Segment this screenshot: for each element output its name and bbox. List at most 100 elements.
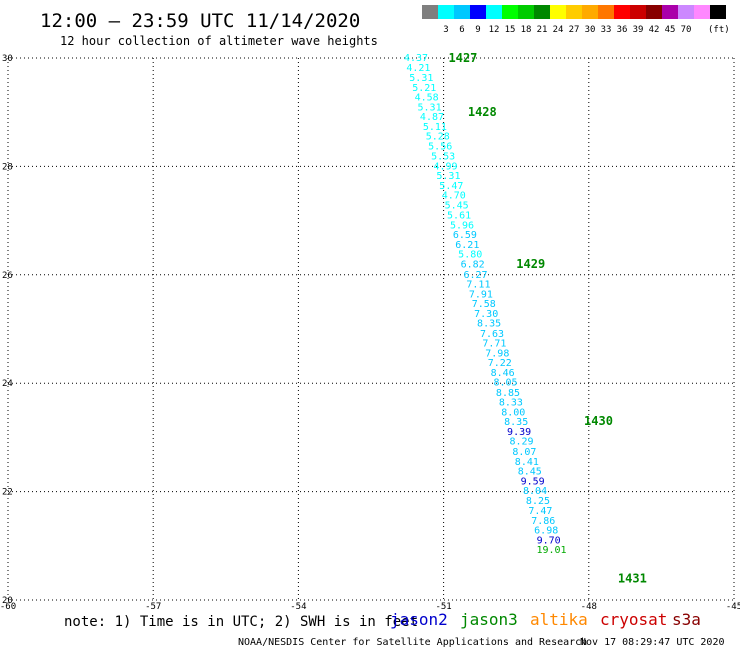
color-scale-tick: 36	[617, 25, 628, 35]
color-scale-tick: 27	[569, 25, 580, 35]
y-axis-ticks: 20 22 24 26 28 30	[2, 54, 13, 606]
swh-value-label: 8.25	[526, 496, 550, 507]
swh-value-label: 5.96	[450, 220, 474, 231]
swh-value-label: 8.35	[504, 417, 528, 428]
color-scale-tick: 9	[475, 25, 480, 35]
swh-value-label: 7.63	[480, 329, 504, 340]
y-tick-label: 20	[2, 596, 13, 606]
pass-time-label: 1429	[516, 257, 545, 271]
swh-value-label: 9.70	[537, 535, 561, 546]
pass-time-label: 1431	[618, 571, 647, 585]
swh-value-label: 8.05	[494, 378, 518, 389]
page-subtitle: 12 hour collection of altimeter wave hei…	[60, 34, 378, 48]
color-swatch	[614, 5, 630, 19]
swh-value-label: 8.29	[509, 437, 533, 448]
pass-time-label: 1427	[449, 51, 478, 65]
color-scale-tick: 33	[601, 25, 612, 35]
swh-value-label: 5.56	[428, 141, 452, 152]
swh-value-label: 8.85	[496, 388, 520, 399]
swh-value-label: 5.61	[447, 211, 471, 222]
color-swatch	[470, 5, 486, 19]
color-swatch	[582, 5, 598, 19]
x-tick-label: -57	[145, 602, 161, 612]
color-scale-unit: (ft)	[708, 25, 730, 35]
color-swatch	[502, 5, 518, 19]
swh-value-label: 4.37	[404, 53, 428, 64]
footer-note: note: 1) Time is in UTC; 2) SWH is in fe…	[64, 614, 418, 630]
color-scale-tick: 45	[665, 25, 676, 35]
swh-value-label: 6.27	[463, 270, 487, 281]
swh-value-label: 5.28	[426, 132, 450, 143]
swh-value-label: 4.70	[442, 191, 466, 202]
y-tick-label: 24	[2, 379, 13, 389]
swh-value-label: 7.71	[482, 339, 506, 350]
x-tick-label: -48	[581, 602, 597, 612]
legend-item-jason2: jason2	[390, 610, 448, 629]
y-tick-label: 30	[2, 54, 13, 64]
swh-value-label: 7.30	[474, 309, 498, 320]
swh-value-label: 9.59	[521, 476, 545, 487]
color-swatch	[598, 5, 614, 19]
legend-item-altika: altika	[530, 610, 588, 629]
color-scale-tick: 21	[537, 25, 548, 35]
swh-value-label: 19.01	[536, 545, 566, 556]
color-swatch	[662, 5, 678, 19]
swh-value-label: 7.47	[528, 506, 552, 517]
swh-value-label: 4.87	[420, 112, 444, 123]
swh-value-label: 5.47	[439, 181, 463, 192]
color-scale-labels: 3 6 9 12 15 18 21 24 27 30 33 36 39 42 45 70	[443, 25, 691, 35]
color-swatch	[422, 5, 438, 19]
color-swatch	[566, 5, 582, 19]
swh-value-label: 6.98	[534, 526, 558, 537]
color-swatch	[550, 5, 566, 19]
swh-value-label: 8.46	[491, 368, 515, 379]
color-scale-tick: 42	[649, 25, 660, 35]
color-swatch	[438, 5, 454, 19]
y-tick-label: 22	[2, 488, 13, 498]
swh-value-label: 7.91	[469, 289, 493, 300]
swh-values: 4.374.215.315.214.585.314.875.115.285.56…	[404, 53, 567, 556]
swh-value-label: 6.21	[455, 240, 479, 251]
swh-value-label: 9.39	[507, 427, 531, 438]
grid-lines	[7, 57, 735, 601]
color-scale-tick: 39	[633, 25, 644, 35]
x-axis-ticks: -60 -57 -54 -51 -48 -45	[0, 602, 740, 612]
color-scale-tick: 3	[443, 25, 448, 35]
swh-value-label: 8.41	[515, 457, 539, 468]
swh-value-label: 5.31	[436, 171, 460, 182]
swh-value-label: 4.99	[433, 161, 457, 172]
color-scale-tick: 18	[521, 25, 532, 35]
x-tick-label: -51	[435, 602, 451, 612]
swh-value-label: 8.00	[501, 407, 525, 418]
y-tick-label: 26	[2, 271, 13, 281]
color-swatch	[678, 5, 694, 19]
color-scale-bar	[422, 5, 726, 19]
legend-item-s3a: s3a	[672, 610, 701, 629]
swh-value-label: 4.58	[415, 93, 439, 104]
page-title: 12:00 – 23:59 UTC 11/14/2020	[40, 10, 360, 32]
color-scale-tick: 30	[585, 25, 596, 35]
y-tick-label: 28	[2, 162, 13, 172]
swh-value-label: 5.11	[423, 122, 447, 133]
color-swatch	[534, 5, 550, 19]
swh-value-label: 8.45	[518, 467, 542, 478]
color-scale-tick: 12	[489, 25, 500, 35]
swh-value-label: 4.21	[406, 63, 430, 74]
swh-value-label: 6.82	[461, 260, 485, 271]
legend-item-cryosat: cryosat	[600, 610, 667, 629]
color-swatch	[518, 5, 534, 19]
color-swatch	[486, 5, 502, 19]
swh-value-label: 7.86	[531, 516, 555, 527]
swh-value-label: 8.35	[477, 319, 501, 330]
swh-value-label: 5.21	[412, 83, 436, 94]
pass-time-labels: 1427 1428 1429 1430 1431	[449, 51, 647, 585]
swh-value-label: 7.98	[485, 348, 509, 359]
x-tick-label: -60	[0, 602, 16, 612]
footer-timestamp: Nov 17 08:29:47 UTC 2020	[580, 637, 725, 648]
x-tick-label: -45	[726, 602, 740, 612]
pass-time-label: 1430	[584, 414, 613, 428]
swh-value-label: 7.58	[472, 299, 496, 310]
color-scale-tick: 15	[505, 25, 516, 35]
swh-value-label: 6.59	[453, 230, 477, 241]
